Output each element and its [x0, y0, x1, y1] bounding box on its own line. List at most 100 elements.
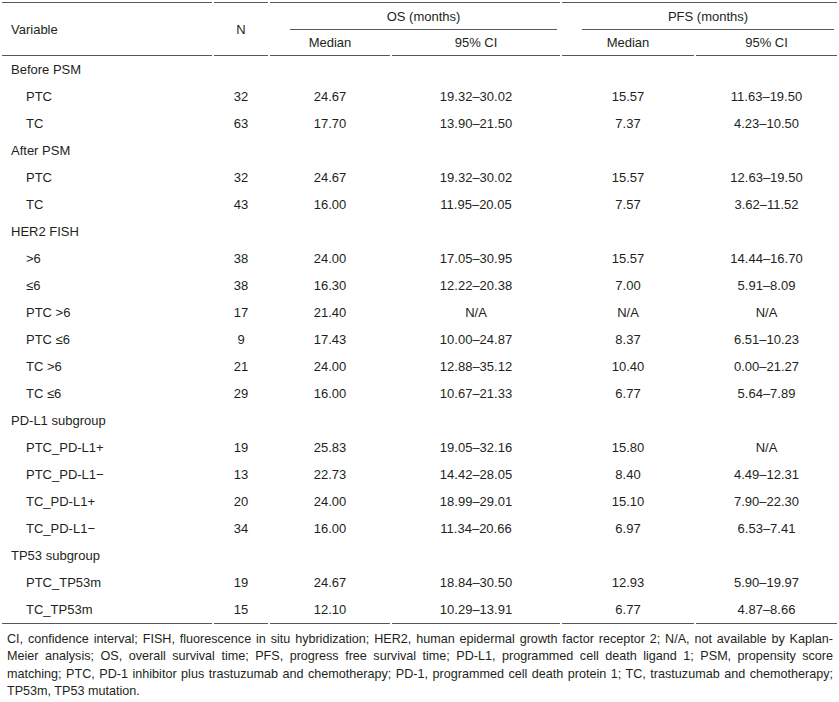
cell-variable: >6 — [2, 245, 212, 272]
cell-pfs_median: 8.40 — [562, 461, 694, 488]
cell-pfs_median: 7.37 — [562, 110, 694, 137]
col-group-os: OS (months) — [270, 2, 560, 30]
cell-n: 19 — [214, 569, 268, 596]
survival-outcomes-table: Variable N OS (months) PFS (months) Medi… — [0, 2, 839, 624]
cell-pfs_median: 6.77 — [562, 596, 694, 624]
section-row: Before PSM — [2, 56, 837, 83]
cell-os_ci: 11.95–20.05 — [392, 191, 560, 218]
cell-os_median: 16.00 — [270, 191, 390, 218]
table-row: TC6317.7013.90–21.507.374.23–10.50 — [2, 110, 837, 137]
cell-variable: PTC — [2, 164, 212, 191]
cell-os_ci: 10.29–13.91 — [392, 596, 560, 624]
table-row: TC_PD-L1+2024.0018.99–29.0115.107.90–22.… — [2, 488, 837, 515]
cell-pfs_ci: 6.53–7.41 — [696, 515, 837, 542]
cell-pfs_median: 15.57 — [562, 245, 694, 272]
cell-variable: PTC_PD-L1+ — [2, 434, 212, 461]
cell-os_median: 24.67 — [270, 569, 390, 596]
cell-pfs_median: 15.57 — [562, 164, 694, 191]
cell-n: 13 — [214, 461, 268, 488]
cell-variable: TC — [2, 110, 212, 137]
cell-n: 29 — [214, 380, 268, 407]
cell-pfs_median: 12.93 — [562, 569, 694, 596]
cell-pfs_median: 15.80 — [562, 434, 694, 461]
cell-pfs_median: 6.97 — [562, 515, 694, 542]
table-header: Variable N OS (months) PFS (months) Medi… — [2, 2, 837, 56]
cell-os_median: 21.40 — [270, 299, 390, 326]
cell-variable: PTC_TP53m — [2, 569, 212, 596]
table-row: TC_PD-L1−3416.0011.34–20.666.976.53–7.41 — [2, 515, 837, 542]
cell-variable: TC ≤6 — [2, 380, 212, 407]
cell-pfs_median: 15.57 — [562, 83, 694, 110]
cell-n: 32 — [214, 164, 268, 191]
cell-pfs_median: N/A — [562, 299, 694, 326]
table-body: Before PSMPTC3224.6719.32–30.0215.5711.6… — [2, 56, 837, 624]
table-row: PTC3224.6719.32–30.0215.5711.63–19.50 — [2, 83, 837, 110]
cell-pfs_median: 15.10 — [562, 488, 694, 515]
cell-os_ci: N/A — [392, 299, 560, 326]
table-row: ≤63816.3012.22–20.387.005.91–8.09 — [2, 272, 837, 299]
cell-pfs_ci: N/A — [696, 299, 837, 326]
cell-pfs_ci: 4.87–8.66 — [696, 596, 837, 624]
table-row: >63824.0017.05–30.9515.5714.44–16.70 — [2, 245, 837, 272]
cell-pfs_ci: 12.63–19.50 — [696, 164, 837, 191]
cell-pfs_ci: 3.62–11.52 — [696, 191, 837, 218]
section-row: TP53 subgroup — [2, 542, 837, 569]
cell-os_ci: 13.90–21.50 — [392, 110, 560, 137]
cell-pfs_ci: 5.64–7.89 — [696, 380, 837, 407]
table-row: PTC_PD-L1−1322.7314.42–28.058.404.49–12.… — [2, 461, 837, 488]
table-row: TC4316.0011.95–20.057.573.62–11.52 — [2, 191, 837, 218]
table-row: PTC_TP53m1924.6718.84–30.5012.935.90–19.… — [2, 569, 837, 596]
section-label: TP53 subgroup — [2, 542, 837, 569]
cell-os_median: 22.73 — [270, 461, 390, 488]
cell-variable: ≤6 — [2, 272, 212, 299]
cell-pfs_ci: N/A — [696, 434, 837, 461]
col-header-pfs-ci: 95% CI — [696, 30, 837, 56]
cell-pfs_ci: 4.49–12.31 — [696, 461, 837, 488]
cell-pfs_ci: 5.91–8.09 — [696, 272, 837, 299]
col-header-n: N — [214, 2, 268, 56]
cell-variable: PTC >6 — [2, 299, 212, 326]
col-group-os-label: OS (months) — [290, 3, 557, 30]
cell-os_median: 24.00 — [270, 488, 390, 515]
cell-pfs_median: 10.40 — [562, 353, 694, 380]
cell-os_median: 17.70 — [270, 110, 390, 137]
cell-n: 32 — [214, 83, 268, 110]
cell-pfs_ci: 5.90–19.97 — [696, 569, 837, 596]
cell-os_median: 25.83 — [270, 434, 390, 461]
section-row: After PSM — [2, 137, 837, 164]
cell-os_ci: 12.88–35.12 — [392, 353, 560, 380]
table-row: PTC >61721.40N/AN/AN/A — [2, 299, 837, 326]
cell-os_median: 24.00 — [270, 353, 390, 380]
cell-pfs_ci: 7.90–22.30 — [696, 488, 837, 515]
table-row: PTC ≤6917.4310.00–24.878.376.51–10.23 — [2, 326, 837, 353]
cell-n: 15 — [214, 596, 268, 624]
section-label: After PSM — [2, 137, 837, 164]
cell-pfs_ci: 11.63–19.50 — [696, 83, 837, 110]
cell-variable: TC >6 — [2, 353, 212, 380]
cell-pfs_ci: 14.44–16.70 — [696, 245, 837, 272]
cell-variable: PTC — [2, 83, 212, 110]
col-header-pfs-median: Median — [562, 30, 694, 56]
cell-os_ci: 17.05–30.95 — [392, 245, 560, 272]
cell-os_ci: 14.42–28.05 — [392, 461, 560, 488]
cell-n: 21 — [214, 353, 268, 380]
col-group-pfs-label: PFS (months) — [582, 3, 834, 30]
cell-pfs_ci: 6.51–10.23 — [696, 326, 837, 353]
section-label: PD-L1 subgroup — [2, 407, 837, 434]
cell-pfs_median: 6.77 — [562, 380, 694, 407]
col-group-pfs: PFS (months) — [562, 2, 837, 30]
cell-n: 20 — [214, 488, 268, 515]
cell-pfs_median: 7.00 — [562, 272, 694, 299]
col-header-os-median: Median — [270, 30, 390, 56]
cell-n: 9 — [214, 326, 268, 353]
cell-os_ci: 18.99–29.01 — [392, 488, 560, 515]
cell-pfs_ci: 0.00–21.27 — [696, 353, 837, 380]
cell-os_ci: 10.00–24.87 — [392, 326, 560, 353]
cell-n: 43 — [214, 191, 268, 218]
cell-n: 63 — [214, 110, 268, 137]
header-row-groups: Variable N OS (months) PFS (months) — [2, 2, 837, 30]
cell-variable: PTC_PD-L1− — [2, 461, 212, 488]
cell-os_median: 16.00 — [270, 515, 390, 542]
section-label: HER2 FISH — [2, 218, 837, 245]
cell-os_ci: 19.05–32.16 — [392, 434, 560, 461]
